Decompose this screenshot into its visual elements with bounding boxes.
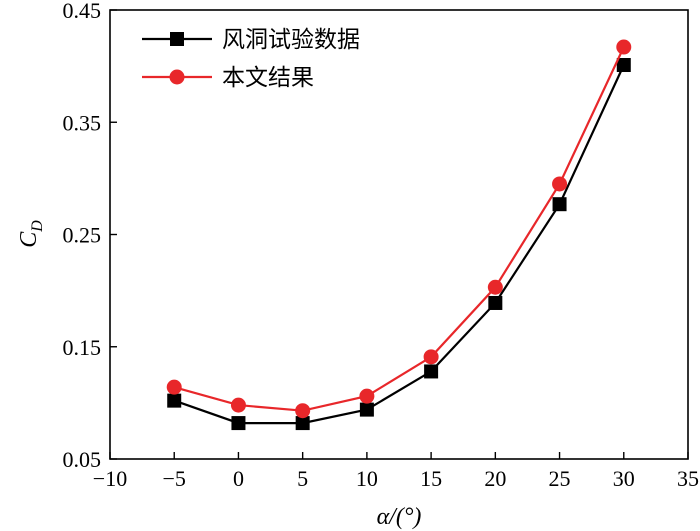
legend-circle-marker bbox=[169, 69, 185, 85]
series-1-point bbox=[487, 279, 503, 295]
legend: 风洞试验数据 本文结果 bbox=[142, 27, 360, 91]
series-0-point bbox=[231, 416, 246, 431]
x-tick-label: 5 bbox=[297, 466, 308, 491]
x-tick-label: 10 bbox=[356, 466, 378, 491]
y-axis-title: CD bbox=[16, 220, 46, 248]
series-1-point bbox=[166, 379, 182, 395]
series-1-point bbox=[423, 349, 439, 365]
x-tick-label: 35 bbox=[677, 466, 699, 491]
series-1-point bbox=[552, 176, 568, 192]
series-0-point bbox=[552, 197, 567, 212]
series-1-point bbox=[230, 397, 246, 413]
series-0-point bbox=[359, 402, 374, 417]
x-tick-label: −5 bbox=[163, 466, 186, 491]
series-0-point bbox=[616, 58, 631, 73]
svg-text:CD: CD bbox=[16, 220, 46, 248]
y-axis: 0.05 0.15 0.25 0.35 0.45 bbox=[63, 0, 117, 472]
series-0-line bbox=[173, 64, 625, 425]
series-0-point bbox=[167, 393, 182, 408]
legend-item-series-0: 风洞试验数据 bbox=[142, 27, 360, 53]
legend-label-series-1: 本文结果 bbox=[222, 65, 314, 91]
series-0 bbox=[167, 58, 631, 431]
x-tick-label: −10 bbox=[93, 466, 127, 491]
x-axis-title: α/(°) bbox=[377, 504, 422, 530]
x-tick-label: 20 bbox=[484, 466, 506, 491]
y-tick-label: 0.05 bbox=[63, 447, 102, 472]
series-0-point bbox=[424, 364, 439, 379]
series-1-point bbox=[359, 388, 375, 404]
series-1-point bbox=[616, 39, 632, 55]
y-tick-label: 0.35 bbox=[63, 110, 102, 135]
x-tick-label: 30 bbox=[613, 466, 635, 491]
x-tick-label: 15 bbox=[420, 466, 442, 491]
series-1-line bbox=[173, 46, 625, 412]
series-1-point bbox=[295, 403, 311, 419]
y-tick-label: 0.45 bbox=[63, 0, 102, 23]
series-1 bbox=[166, 39, 632, 419]
legend-square-marker bbox=[170, 32, 184, 46]
series-0-point bbox=[295, 416, 310, 431]
y-axis-title-main: C bbox=[16, 231, 42, 248]
legend-label-series-0: 风洞试验数据 bbox=[222, 27, 360, 53]
x-tick-label: 0 bbox=[233, 466, 244, 491]
y-axis-title-sub: D bbox=[29, 220, 46, 233]
y-tick-label: 0.25 bbox=[63, 223, 102, 248]
y-tick-label: 0.15 bbox=[63, 335, 102, 360]
series-layer bbox=[166, 39, 632, 431]
x-tick-label: 25 bbox=[549, 466, 571, 491]
x-axis: −10 −5 0 5 10 15 20 25 30 35 bbox=[93, 452, 699, 491]
legend-item-series-1: 本文结果 bbox=[142, 65, 314, 91]
series-0-point bbox=[488, 295, 503, 310]
